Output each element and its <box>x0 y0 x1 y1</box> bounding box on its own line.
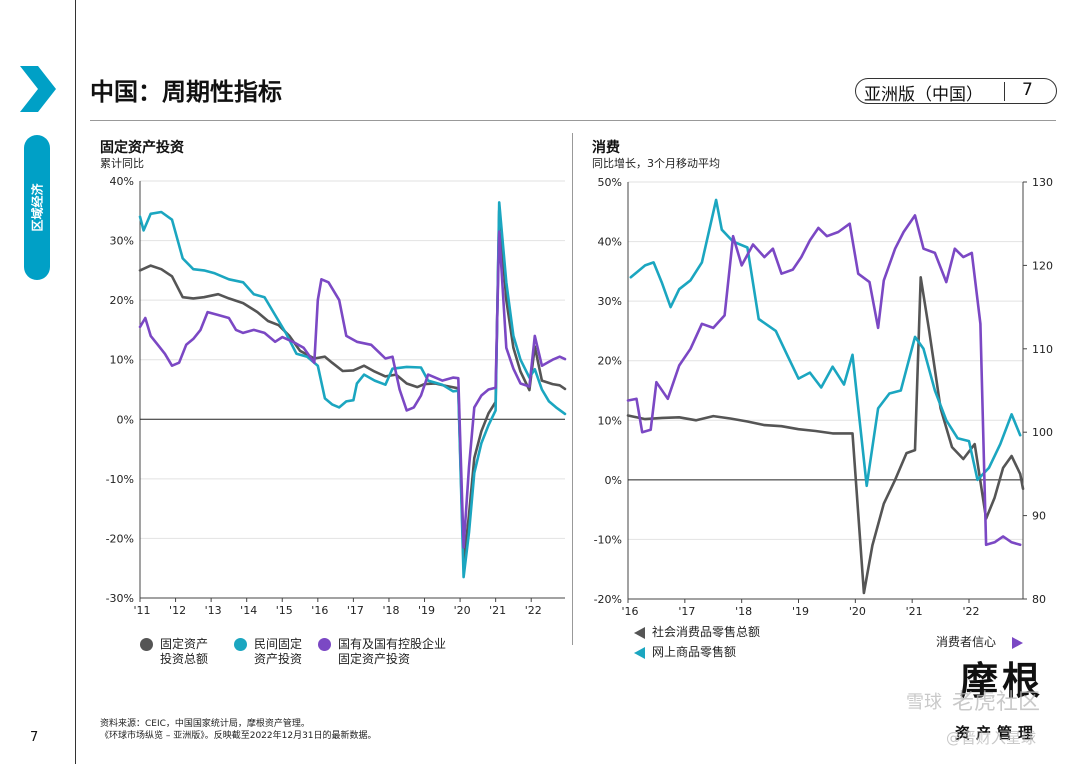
fixed-asset-investment-chart: 40% 30% 20% 10% 0% -10% -20% -30%'11 '12 '13 '14 '1… <box>106 175 567 617</box>
x-tick-label: '19 <box>418 604 435 617</box>
legend-state: 国有及国有控股企业 固定资产投资 <box>338 637 446 667</box>
y2-tick-label: 110 <box>1032 343 1053 356</box>
legend-swatch-state <box>318 638 331 651</box>
series-line-网上商品零售额 <box>629 198 1022 488</box>
watermark-a: 雪球 <box>906 692 942 713</box>
legend-swatch-private <box>234 638 247 651</box>
x-tick-label: '16 <box>621 605 638 615</box>
y-tick-label: 20% <box>110 294 134 307</box>
consumption-chart: 50% 40% 30% 20% 10% 0% -10% -20% 130 120 110 100 90 8… <box>594 176 1053 615</box>
y-tick-label: -20% <box>594 593 622 606</box>
y-tick-label: 0% <box>117 413 134 426</box>
watermark-c: @晋财入星球 <box>946 729 1037 747</box>
y2-tick-label: 80 <box>1032 593 1046 606</box>
x-tick-label: '20 <box>849 605 866 615</box>
legend-online-sales: 网上商品零售额 <box>652 645 737 659</box>
chart-divider <box>572 133 573 645</box>
series-line-消费者信心 <box>626 214 1022 547</box>
legend-consumer-confidence: 消费者信心 <box>936 635 997 649</box>
y-tick-label: 10% <box>110 354 134 367</box>
x-tick-label: '21 <box>906 605 923 615</box>
x-tick-label: '18 <box>735 605 752 615</box>
header-rule <box>90 120 1056 121</box>
y2-tick-label: 100 <box>1032 426 1053 439</box>
legend-private-line2: 资产投资 <box>254 652 303 666</box>
y-tick-label: 10% <box>598 414 622 427</box>
edition-label: 亚洲版（中国） <box>864 85 983 105</box>
legend-private-line1: 民间固定 <box>254 637 303 651</box>
series-line-社会消费品零售总额 <box>626 276 1025 595</box>
y-tick-label: 40% <box>598 236 622 249</box>
side-tab-label: 区域经济 <box>30 183 45 232</box>
legend-online-marker <box>634 647 645 659</box>
legend-total: 固定资产 投资总额 <box>160 637 208 667</box>
legend-retail-sales: 社会消费品零售总额 <box>652 625 761 639</box>
x-tick-label: '17 <box>678 605 695 615</box>
x-tick-label: '22 <box>525 604 542 617</box>
y2-tick-label: 90 <box>1032 510 1046 523</box>
y-tick-label: -20% <box>106 532 134 545</box>
y-tick-label: -10% <box>106 473 134 486</box>
legend-private: 民间固定 资产投资 <box>254 637 302 667</box>
page-title: 中国：周期性指标 <box>90 78 282 106</box>
y-tick-label: -10% <box>594 533 622 546</box>
chevron-right-icon <box>20 66 56 112</box>
legend-confidence-marker <box>1012 637 1023 649</box>
y-tick-label: 30% <box>598 295 622 308</box>
y-tick-label: 30% <box>110 235 134 248</box>
x-tick-label: '17 <box>347 604 364 617</box>
legend-swatch-total <box>140 638 153 651</box>
left-chart-subtitle: 累计同比 <box>100 157 144 170</box>
x-tick-label: '13 <box>205 604 222 617</box>
x-tick-label: '15 <box>276 604 293 617</box>
side-tab[interactable]: 区域经济 <box>24 135 50 280</box>
legend-state-line2: 固定资产投资 <box>338 652 411 666</box>
watermark-b: 老虎社区 <box>952 690 1041 715</box>
brand-logo: 摩根 <box>960 658 1045 703</box>
y-tick-label: 50% <box>598 176 622 189</box>
x-tick-label: '22 <box>962 605 979 615</box>
brand-logo-subtitle: 资产管理 <box>955 724 1040 742</box>
x-tick-label: '18 <box>382 604 399 617</box>
x-tick-label: '20 <box>454 604 471 617</box>
edition-page: 7 <box>1022 80 1033 100</box>
series-line-民间固定资产投资 <box>138 201 567 579</box>
y-tick-label: -30% <box>106 592 134 605</box>
legend-retail-marker <box>634 627 645 639</box>
y-tick-label: 40% <box>110 175 134 188</box>
legend-total-line1: 固定资产 <box>160 637 209 651</box>
left-chart-title: 固定资产投资 <box>100 140 184 156</box>
x-tick-label: '21 <box>489 604 506 617</box>
series-line-国有及国有控股企业固定资产投资 <box>138 230 567 549</box>
footnote-source: 资料来源：CEIC，中国国家统计局，摩根资产管理。 <box>100 719 310 729</box>
right-chart-title: 消费 <box>592 140 620 156</box>
legend-state-line1: 国有及国有控股企业 <box>338 637 447 651</box>
y-tick-label: 0% <box>605 474 622 487</box>
footnote-note: 《环球市场纵览 – 亚洲版》。反映截至2022年12月31日的最新数据。 <box>100 731 377 741</box>
legend-total-line2: 投资总额 <box>160 652 209 666</box>
y-tick-label: 20% <box>598 355 622 368</box>
edition-divider <box>1004 82 1005 101</box>
edition-badge: 亚洲版（中国） 7 <box>855 78 1057 105</box>
x-tick-label: '19 <box>792 605 809 615</box>
y2-tick-label: 120 <box>1032 259 1053 272</box>
x-tick-label: '16 <box>311 604 328 617</box>
x-tick-label: '11 <box>133 604 150 617</box>
left-margin-rule <box>75 0 76 764</box>
right-chart-subtitle: 同比增长，3个月移动平均 <box>592 157 720 170</box>
page-number: 7 <box>30 730 39 745</box>
x-tick-label: '12 <box>169 604 186 617</box>
x-tick-label: '14 <box>240 604 257 617</box>
y2-tick-label: 130 <box>1032 176 1053 189</box>
